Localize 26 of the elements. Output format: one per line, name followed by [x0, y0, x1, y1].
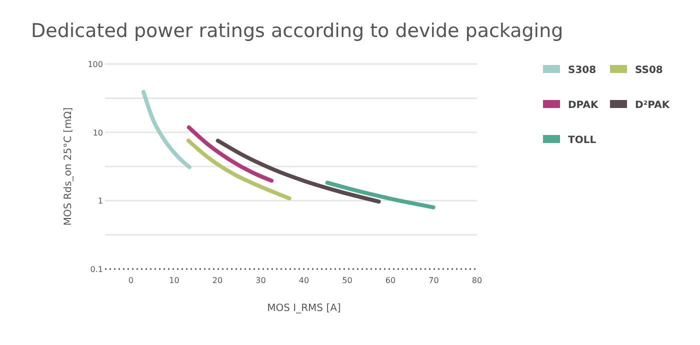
- line-series: [186, 125, 274, 183]
- y-tick-label: 10: [92, 128, 103, 138]
- x-axis-title: MOS I_RMS [A]: [267, 303, 341, 314]
- line-series: [216, 138, 381, 204]
- chart-title: Dedicated power ratings according to devide packaging: [31, 20, 564, 42]
- x-tick-label: 60: [385, 276, 396, 285]
- y-axis-title: MOS Rds_on 25°C [mΩ]: [63, 107, 74, 226]
- legend-label: S308: [568, 65, 596, 76]
- line-series: [186, 138, 292, 200]
- line-series: [142, 90, 192, 170]
- x-tick-label: 70: [428, 276, 439, 285]
- legend-label: TOLL: [568, 135, 597, 146]
- y-tick-label: 0.1: [90, 265, 103, 274]
- x-tick-label: 50: [342, 276, 352, 285]
- legend-label: SS08: [635, 65, 663, 76]
- line-series: [325, 180, 436, 210]
- y-tick-label: 1: [98, 196, 103, 206]
- x-tick-label: 0: [128, 276, 134, 285]
- x-tick-label: 80: [472, 276, 482, 285]
- y-tick-label: 100: [88, 60, 103, 69]
- legend-label: DPAK: [568, 100, 600, 111]
- x-tick-label: 10: [169, 276, 180, 285]
- x-tick-label: 20: [212, 276, 223, 285]
- legend-label: D²PAK: [635, 100, 671, 111]
- x-tick-label: 40: [298, 276, 310, 285]
- x-tick-label: 30: [256, 276, 266, 285]
